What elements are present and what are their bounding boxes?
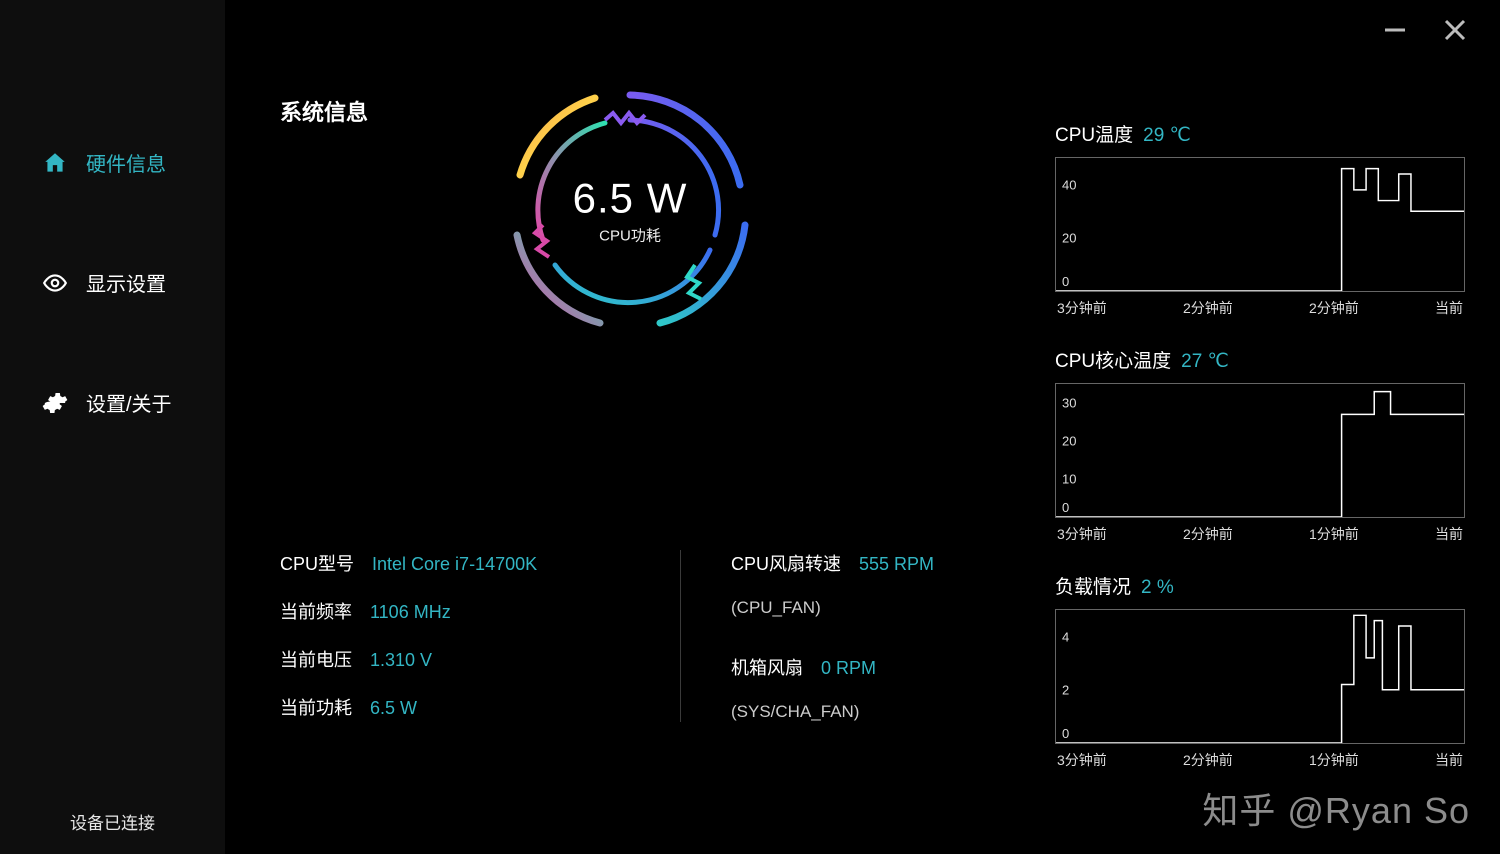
sidebar-item-label: 硬件信息 (86, 148, 166, 177)
chart-cpu-core-temp: CPU核心温度27 ℃ 0102030 3分钟前2分钟前1分钟前当前 (1055, 346, 1465, 544)
main-content: 系统信息 (225, 0, 1500, 854)
connection-status: 设备已连接 (0, 809, 225, 834)
sidebar: 硬件信息 显示设置 设置/关于 设备已连接 (0, 0, 225, 854)
chart-title: 负载情况2 % (1055, 572, 1465, 599)
stat-voltage: 当前电压 1.310 V (280, 646, 680, 672)
chart-box: 02040 (1055, 157, 1465, 292)
stat-cpu-model: CPU型号 Intel Core i7-14700K (280, 550, 680, 576)
chart-x-axis: 3分钟前2分钟前1分钟前当前 (1055, 750, 1465, 770)
chart-load: 负载情况2 % 024 3分钟前2分钟前1分钟前当前 (1055, 572, 1465, 770)
charts-panel: CPU温度29 ℃ 02040 3分钟前2分钟前2分钟前当前 CPU核心温度27 ℃ 0… (1055, 120, 1465, 770)
sidebar-item-hardware-info[interactable]: 硬件信息 (0, 130, 225, 195)
home-icon (42, 150, 68, 176)
chart-box: 0102030 (1055, 383, 1465, 518)
stats-right-column: CPU风扇转速 555 RPM (CPU_FAN) 机箱风扇 0 RPM (SY… (680, 550, 934, 722)
stat-cpu-fan: CPU风扇转速 555 RPM (731, 550, 934, 576)
gauge-label: CPU功耗 (573, 225, 688, 246)
stat-frequency: 当前频率 1106 MHz (280, 598, 680, 624)
gear-icon (42, 390, 68, 416)
stat-cpu-fan-sub: (CPU_FAN) (731, 598, 934, 618)
watermark: 知乎 @Ryan So (1202, 782, 1470, 834)
chart-x-axis: 3分钟前2分钟前1分钟前当前 (1055, 524, 1465, 544)
stats-panel: CPU型号 Intel Core i7-14700K 当前频率 1106 MHz… (280, 550, 1025, 722)
eye-icon (42, 270, 68, 296)
sidebar-item-settings-about[interactable]: 设置/关于 (0, 370, 225, 435)
sidebar-item-label: 设置/关于 (86, 388, 172, 417)
stat-power: 当前功耗 6.5 W (280, 694, 680, 720)
chart-box: 024 (1055, 609, 1465, 744)
stats-left-column: CPU型号 Intel Core i7-14700K 当前频率 1106 MHz… (280, 550, 680, 722)
stat-case-fan-sub: (SYS/CHA_FAN) (731, 702, 934, 722)
chart-x-axis: 3分钟前2分钟前2分钟前当前 (1055, 298, 1465, 318)
sidebar-item-display-settings[interactable]: 显示设置 (0, 250, 225, 315)
sidebar-item-label: 显示设置 (86, 268, 166, 297)
stat-case-fan: 机箱风扇 0 RPM (731, 654, 934, 680)
chart-title: CPU温度29 ℃ (1055, 120, 1465, 147)
chart-cpu-temp: CPU温度29 ℃ 02040 3分钟前2分钟前2分钟前当前 (1055, 120, 1465, 318)
cpu-power-gauge: 6.5 W CPU功耗 (485, 65, 775, 355)
chart-title: CPU核心温度27 ℃ (1055, 346, 1465, 373)
gauge-value: 6.5 W (573, 175, 688, 223)
